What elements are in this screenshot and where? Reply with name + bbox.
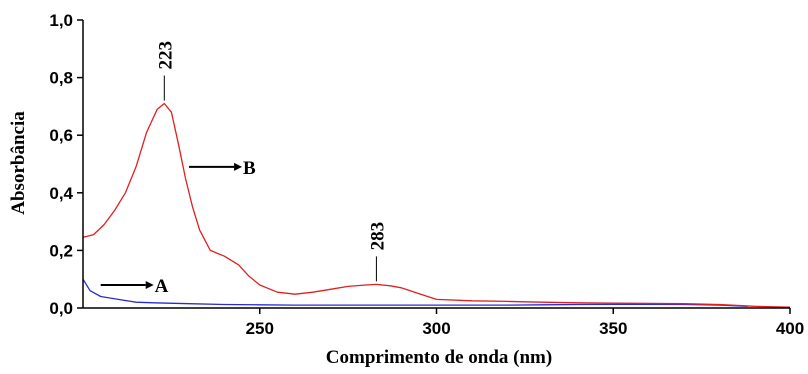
- series-label-a: A: [155, 276, 169, 297]
- y-tick-label: 0,8: [49, 69, 73, 88]
- x-tick-label: 300: [422, 319, 450, 338]
- arrow-head-icon: [145, 280, 154, 289]
- y-axis-ticks: 0,0 0,2 0,4 0,6 0,8 1,0: [49, 11, 83, 318]
- x-tick-label: 350: [599, 319, 627, 338]
- y-tick-label: 1,0: [49, 11, 73, 30]
- y-tick-label: 0,0: [49, 299, 73, 318]
- y-tick-label: 0,4: [49, 184, 73, 203]
- series-line-b: [82, 102, 791, 308]
- x-axis-title: Comprimento de onda (nm): [326, 347, 552, 368]
- series-label-b: B: [243, 158, 256, 179]
- peak-label: 283: [367, 222, 388, 251]
- arrow-head-icon: [234, 162, 243, 171]
- y-tick-label: 0,6: [49, 126, 73, 145]
- x-axis-ticks: 250 300 350 400: [246, 308, 804, 338]
- series-line-a: [82, 278, 748, 307]
- x-tick-label: 250: [246, 319, 274, 338]
- peak-label: 223: [155, 41, 176, 70]
- annotation-layer: 223 283 B A: [100, 41, 388, 297]
- x-tick-label: 400: [776, 319, 804, 338]
- y-axis-title: Absorbância: [8, 111, 29, 215]
- series-layer: [82, 102, 791, 308]
- y-tick-label: 0,2: [49, 241, 73, 260]
